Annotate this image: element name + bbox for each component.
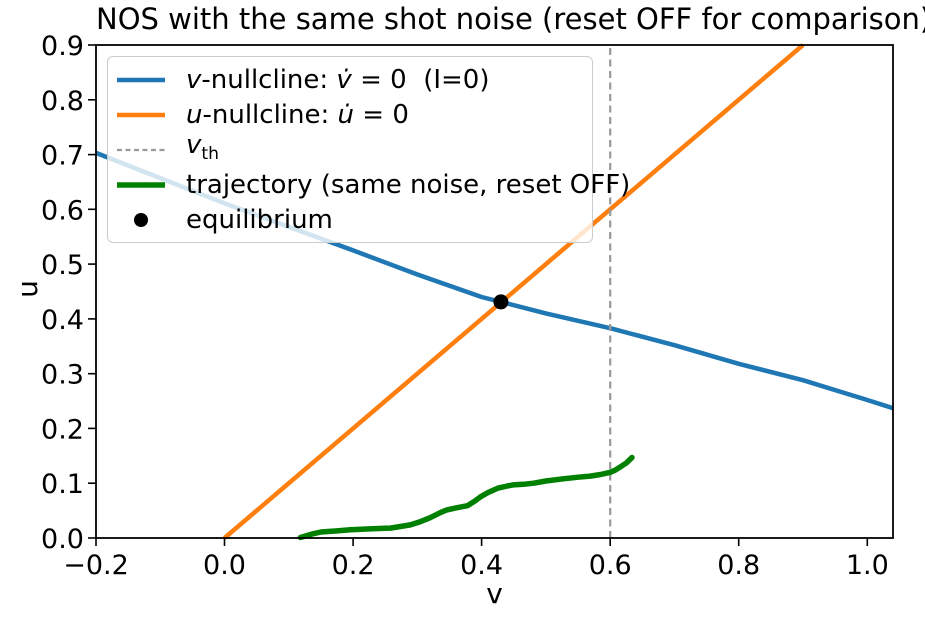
equilibrium-marker <box>493 294 509 310</box>
x-axis-label: v <box>486 577 503 610</box>
y-tick-label: 0.9 <box>41 31 84 62</box>
legend-line-sample <box>117 69 165 91</box>
legend-label: equilibrium <box>186 204 333 235</box>
legend-line-sample <box>117 174 165 196</box>
y-tick-label: 0.8 <box>41 86 84 117</box>
x-tick-label: −0.2 <box>63 550 129 581</box>
y-tick-label: 0.0 <box>41 524 84 555</box>
x-tick-label: 0.6 <box>589 550 632 581</box>
legend-item-v-nullcline: v-nullcline: v̇ = 0 (I=0) <box>117 62 582 97</box>
legend-item-equilibrium: equilibrium <box>117 202 582 237</box>
legend-label: v-nullcline: v̇ = 0 (I=0) <box>186 64 490 95</box>
legend: v-nullcline: v̇ = 0 (I=0) u-nullcline: u̇… <box>107 56 630 243</box>
y-tick-label: 0.5 <box>41 250 84 281</box>
y-axis-label: u <box>10 280 44 298</box>
legend-item-u-nullcline: u-nullcline: u̇ = 0 <box>117 97 582 132</box>
y-tick-label: 0.1 <box>41 469 84 500</box>
legend-marker-sample <box>117 209 165 231</box>
x-tick-label: 0.0 <box>203 550 246 581</box>
y-tick-label: 0.2 <box>41 414 84 445</box>
chart-title: NOS with the same shot noise (reset OFF … <box>96 2 925 36</box>
legend-label: u-nullcline: u̇ = 0 <box>186 99 409 130</box>
y-tick-label: 0.6 <box>41 195 84 226</box>
axes-spines <box>95 44 894 539</box>
equilibrium-dot-icon <box>134 212 148 227</box>
legend-line-sample <box>117 104 165 126</box>
x-tick-label: 0.2 <box>332 550 375 581</box>
legend-item-trajectory: trajectory (same noise, reset OFF) <box>117 167 630 202</box>
trajectory-line <box>297 454 635 541</box>
y-tick-label: 0.4 <box>41 305 84 336</box>
legend-label: trajectory (same noise, reset OFF) <box>186 169 631 200</box>
x-tick-label: 0.8 <box>717 550 760 581</box>
y-tick-label: 0.3 <box>41 360 84 391</box>
y-tick-label: 0.7 <box>41 141 84 172</box>
x-tick-label: 0.4 <box>460 550 503 581</box>
x-tick-label: 1.0 <box>846 550 889 581</box>
legend-item-v-th: vth <box>117 129 582 167</box>
legend-label: vth <box>186 129 219 165</box>
u-nullcline-line <box>223 43 805 540</box>
legend-line-sample <box>117 139 165 161</box>
